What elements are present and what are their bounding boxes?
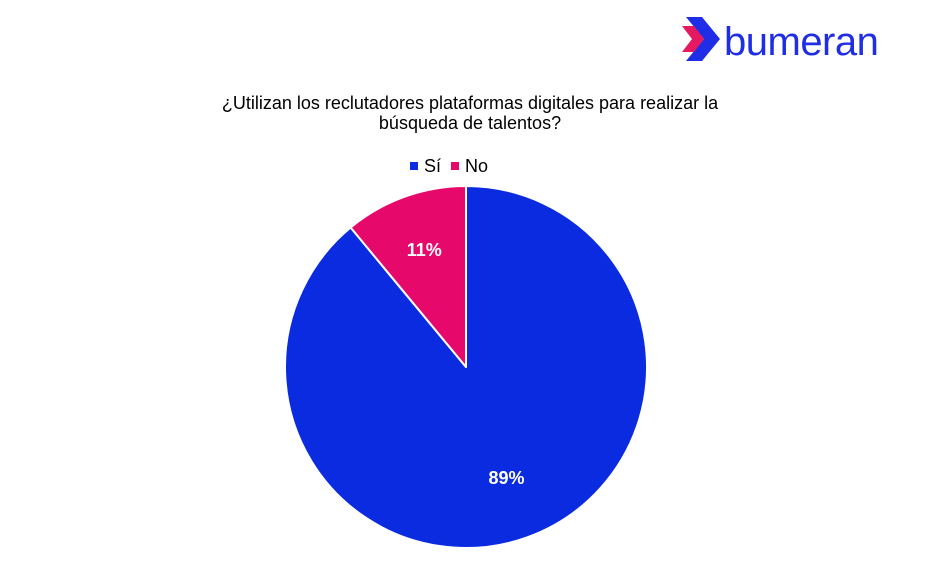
chart-title: ¿Utilizan los reclutadores plataformas d… [150,93,790,133]
pie-label-si: 89% [488,468,524,488]
legend-item-si: Sí [410,156,441,177]
legend-swatch-no [451,162,460,170]
pie-label-no: 11% [407,240,442,260]
brand-logo-text: bumeran [724,20,879,64]
chart-title-line-2: búsqueda de talentos? [378,113,562,133]
legend-label-si: Sí [424,155,442,176]
chevron-right-icon [682,17,720,61]
brand-logo: bumeran [680,14,910,74]
legend-label-no: No [465,155,489,176]
chart-title-line-1: ¿Utilizan los reclutadores plataformas d… [221,93,719,113]
legend-item-no: No [451,156,488,177]
legend-swatch-si [410,162,418,170]
chart-legend: Sí No [410,156,498,176]
pie-slice-no [349,185,467,368]
